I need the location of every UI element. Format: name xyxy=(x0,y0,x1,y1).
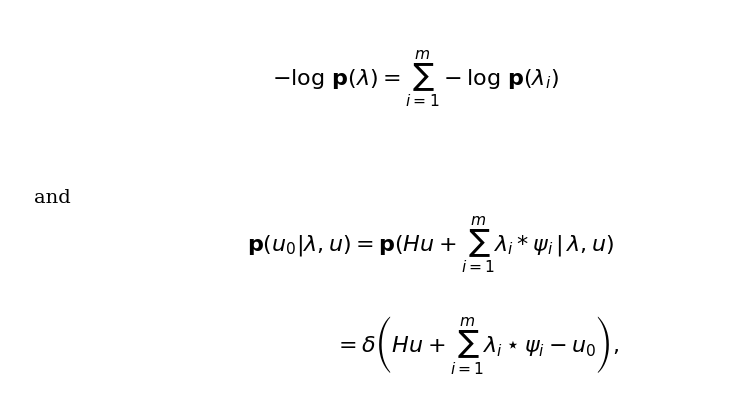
Text: $-\log\,\mathbf{p}(\lambda) = \sum_{i=1}^{m} -\log\,\mathbf{p}(\lambda_i)$: $-\log\,\mathbf{p}(\lambda) = \sum_{i=1}… xyxy=(272,49,559,110)
Text: and: and xyxy=(34,189,71,207)
Text: $= \delta \left( Hu + \sum_{i=1}^{m} \lambda_i \star \psi_i - u_0 \right),$: $= \delta \left( Hu + \sum_{i=1}^{m} \la… xyxy=(333,314,619,375)
Text: $\mathbf{p}(u_0|\lambda, u) = \mathbf{p}(Hu + \sum_{i=1}^{m} \lambda_i * \psi_i\: $\mathbf{p}(u_0|\lambda, u) = \mathbf{p}… xyxy=(247,215,615,276)
